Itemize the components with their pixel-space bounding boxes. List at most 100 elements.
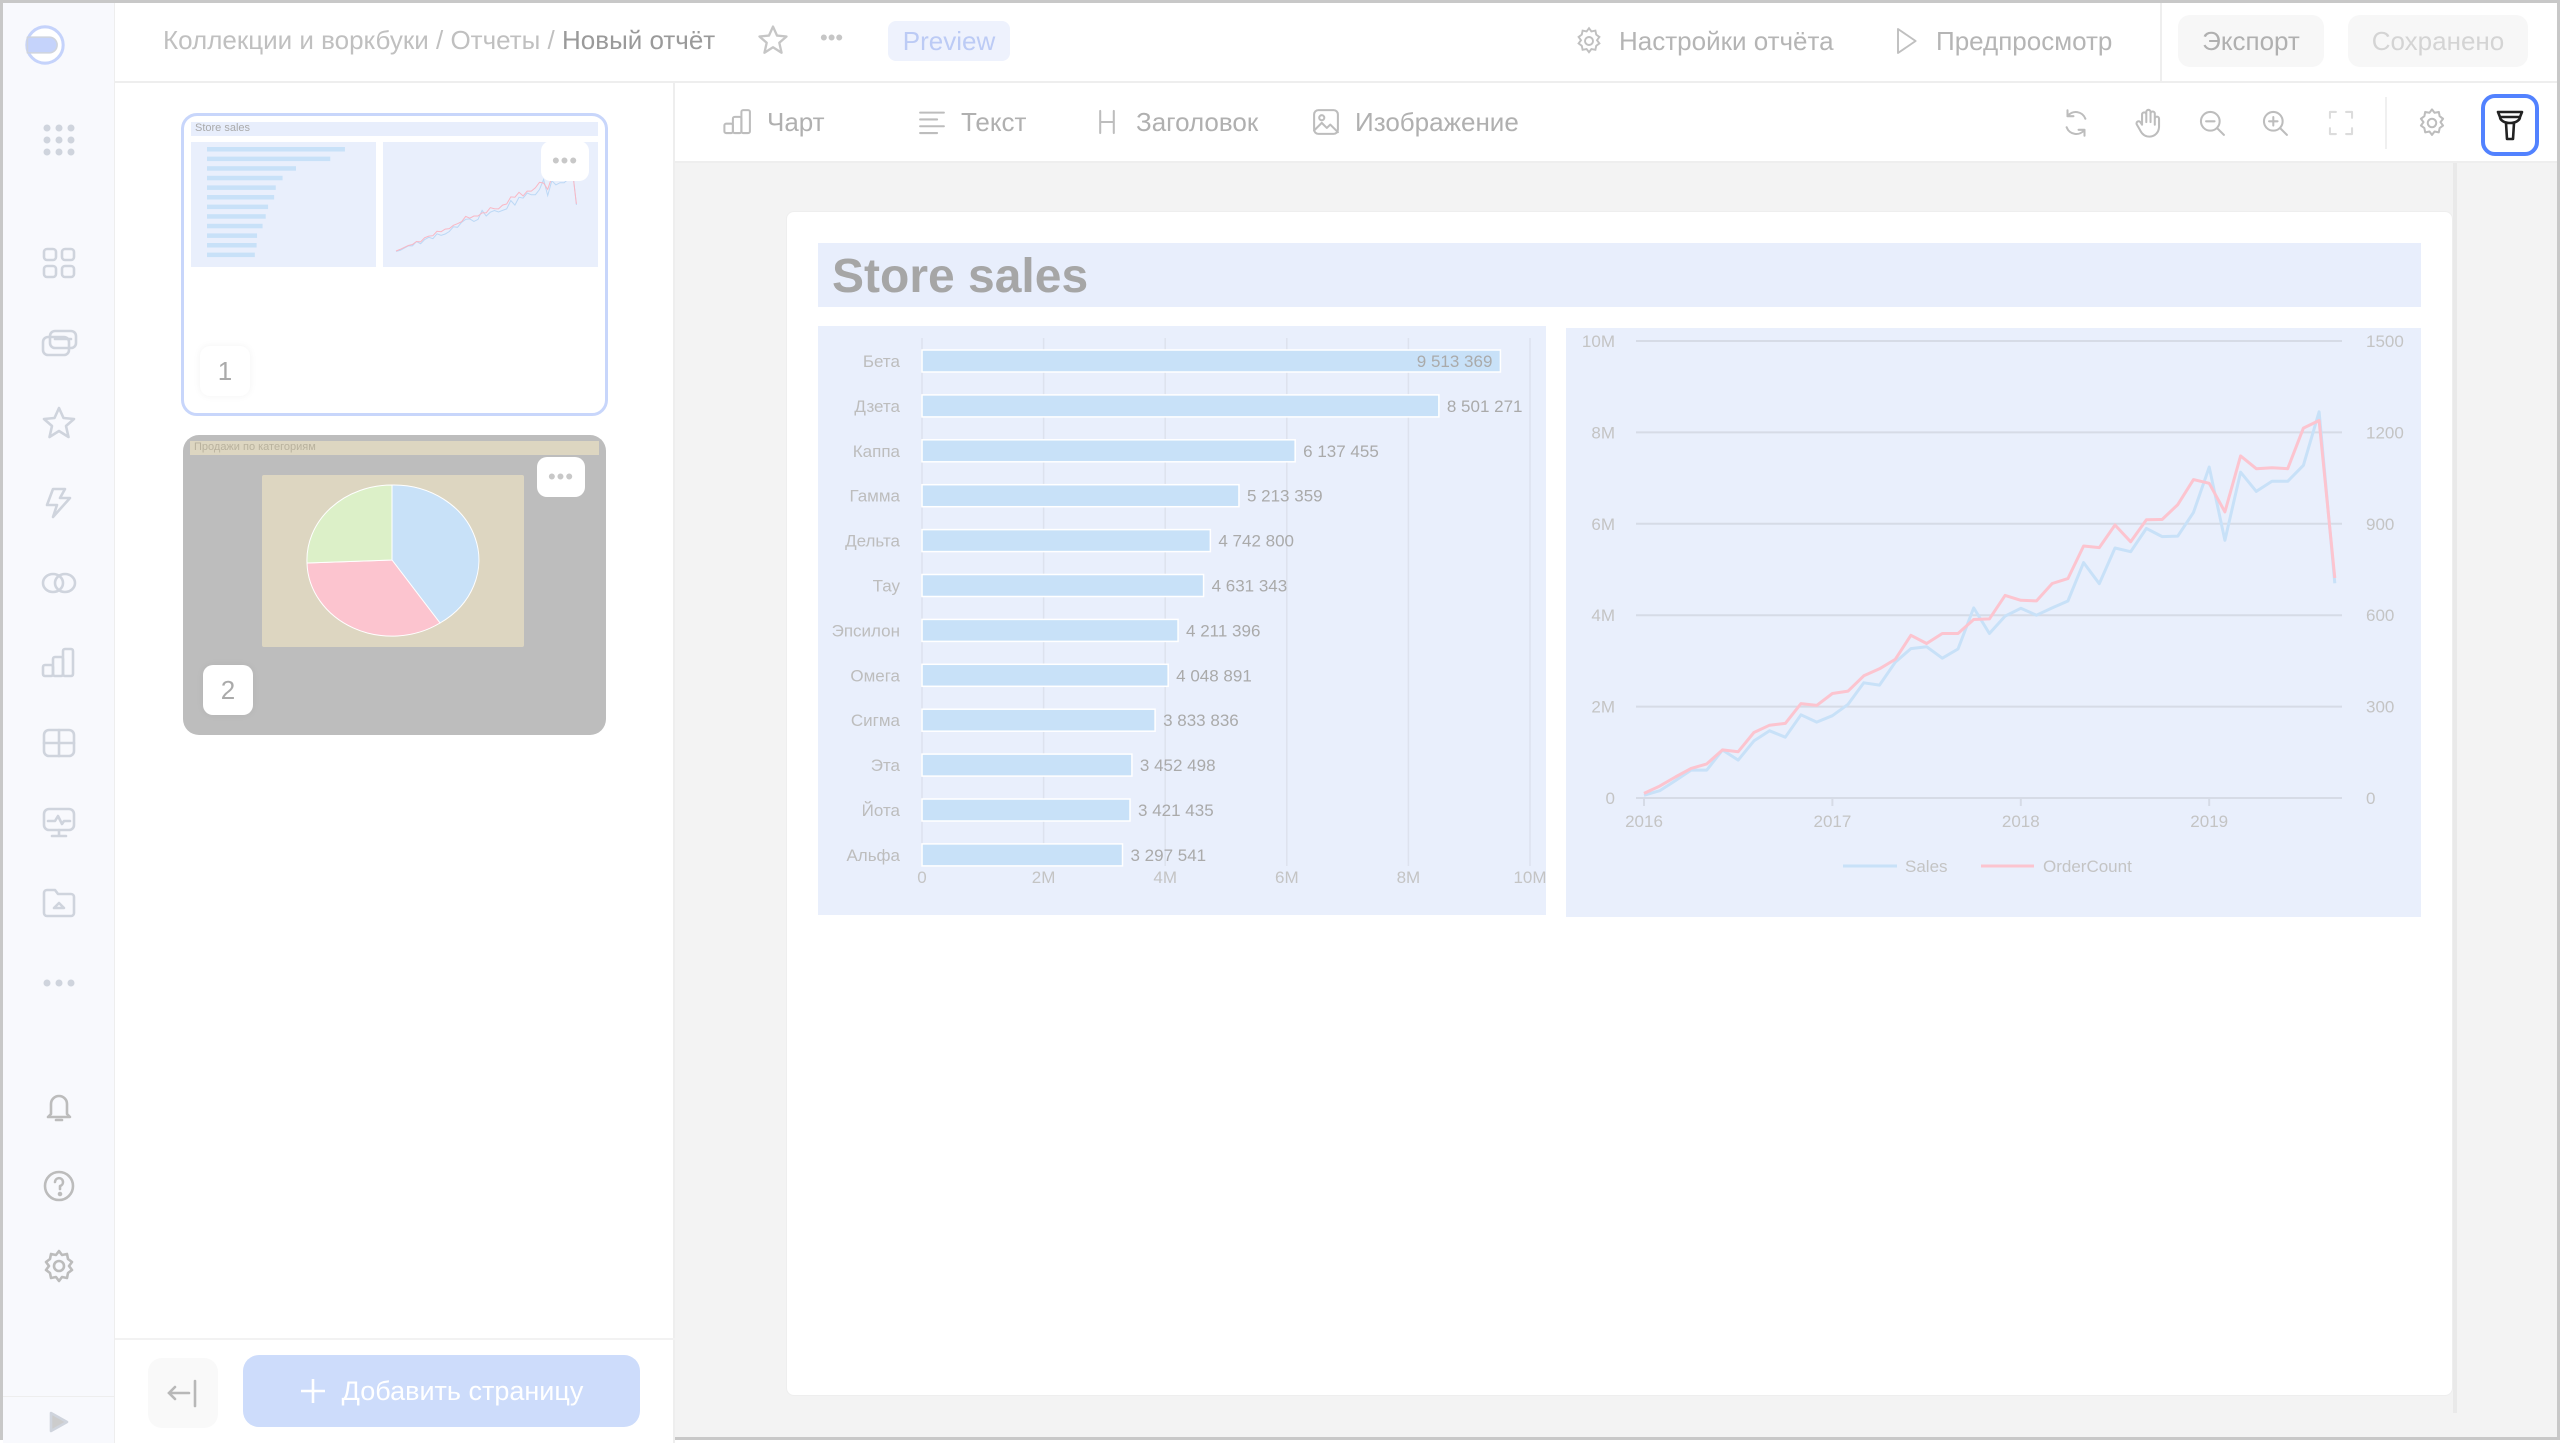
add-page-button[interactable]: Добавить страницу [243, 1355, 640, 1427]
report-settings-button[interactable]: Настройки отчёта [1573, 25, 1834, 57]
page-thumbnail-2[interactable]: Продажи по категориям 2 ••• [183, 435, 606, 735]
series-line-ordercount [1643, 419, 2337, 795]
bar [921, 618, 1179, 643]
bar-chart[interactable]: 0 2M 4M 6M 8M 10M Бета 9 513 369 Дзета 8 501 271 К… [818, 326, 1546, 915]
data-label: 3 452 498 [1140, 756, 1216, 775]
data-label: 4 048 891 [1176, 666, 1252, 685]
breadcrumb-current: Новый отчёт [562, 25, 716, 55]
x-tick-label: 2016 [1625, 812, 1663, 831]
filter-button[interactable] [2481, 94, 2539, 156]
report-title-widget[interactable]: Store sales [818, 243, 2421, 307]
bar [921, 843, 1124, 867]
breadcrumb-reports[interactable]: Отчеты [450, 25, 541, 55]
thumbnail-bar [207, 195, 275, 200]
canvas-scrollbar[interactable] [2453, 163, 2457, 1413]
thumbnail-pie-slice [306, 559, 441, 637]
y-left-tick-label: 10M [1582, 332, 1615, 351]
bar [921, 394, 1440, 418]
more-icon[interactable] [39, 963, 79, 1003]
collections-icon[interactable] [39, 323, 79, 363]
thumbnail-title: Store sales [195, 122, 251, 134]
settings-gear-icon[interactable] [39, 1246, 79, 1286]
folder-icon[interactable] [39, 883, 79, 923]
play-icon [1897, 28, 1917, 54]
y-left-tick-label: 2M [1591, 698, 1615, 717]
zoom-in-button[interactable] [2255, 103, 2295, 143]
apps-grid-icon[interactable] [39, 120, 79, 160]
bell-icon[interactable] [39, 1087, 79, 1127]
x-tick-label: 4M [1153, 868, 1177, 887]
y-left-tick-label: 0 [1606, 789, 1615, 808]
add-image-button[interactable]: Изображение [1309, 105, 1519, 139]
export-button[interactable]: Экспорт [2178, 15, 2324, 67]
category-label: Йота [862, 801, 901, 820]
more-actions-button[interactable]: ••• [820, 25, 844, 50]
collapse-panel-button[interactable] [148, 1358, 218, 1428]
y-right-tick-label: 300 [2366, 698, 2394, 717]
bar [921, 439, 1296, 463]
settings-button[interactable] [2412, 103, 2452, 143]
add-heading-button[interactable]: Заголовок [1090, 105, 1258, 139]
data-label: 3 297 541 [1130, 846, 1206, 865]
thumbnail-pie-preview [262, 475, 524, 647]
refresh-button[interactable] [2056, 103, 2096, 143]
page-thumbnail-1[interactable]: Store sales 1 ••• [181, 113, 608, 416]
divider [3, 1396, 115, 1397]
help-icon[interactable] [39, 1166, 79, 1206]
category-label: Сигма [851, 711, 901, 730]
thumbnail-bar [207, 185, 276, 190]
x-tick-label: 6M [1275, 868, 1299, 887]
category-label: Дзета [854, 397, 900, 416]
connections-icon[interactable] [39, 563, 79, 603]
charts-icon[interactable] [39, 643, 79, 683]
logo[interactable] [25, 25, 91, 91]
zoom-out-button[interactable] [2192, 103, 2232, 143]
data-label: 4 631 343 [1212, 577, 1288, 596]
pan-button[interactable] [2128, 103, 2168, 143]
text-lines-icon [919, 111, 945, 135]
add-text-label: Текст [961, 106, 1027, 137]
add-chart-label: Чарт [767, 106, 825, 137]
zoom-in-icon [2262, 110, 2288, 136]
data-label: 8 501 271 [1447, 397, 1523, 416]
x-tick-label: 2M [1032, 868, 1056, 887]
data-label: 3 421 435 [1138, 801, 1214, 820]
divider [115, 1338, 675, 1340]
dashboard-icon[interactable] [39, 243, 79, 283]
legend-label: OrderCount [2043, 857, 2132, 876]
thumbnail-title-bar: Store sales [191, 122, 598, 136]
lightning-icon[interactable] [39, 483, 79, 523]
category-label: Омега [850, 666, 900, 685]
thumbnail-bar [207, 166, 296, 171]
category-label: Гамма [849, 487, 900, 506]
monitor-icon[interactable] [39, 803, 79, 843]
thumbnail-bar [207, 147, 345, 152]
thumbnail-title-bar: Продажи по категориям [190, 441, 599, 455]
add-chart-button[interactable]: Чарт [721, 105, 825, 139]
heading-icon [1099, 109, 1115, 135]
thumbnail-bar [207, 175, 283, 181]
fullscreen-button[interactable] [2321, 103, 2361, 143]
bar [921, 483, 1240, 508]
thumbnail-pie-slice [306, 484, 393, 564]
add-image-label: Изображение [1355, 106, 1519, 137]
hand-icon [2135, 108, 2161, 138]
favorites-star-icon[interactable] [39, 403, 79, 443]
bar [921, 528, 1212, 553]
page-menu-button[interactable]: ••• [537, 457, 585, 497]
saved-button[interactable]: Сохранено [2348, 15, 2528, 67]
category-label: Каппа [853, 442, 901, 461]
breadcrumb-collections[interactable]: Коллекции и воркбуки [163, 25, 429, 55]
header: Коллекции и воркбуки / Отчеты / Новый от… [115, 3, 2557, 83]
x-tick-label: 2018 [2002, 812, 2040, 831]
y-right-tick-label: 1500 [2366, 332, 2404, 351]
add-text-button[interactable]: Текст [915, 105, 1026, 139]
datasets-icon[interactable] [39, 723, 79, 763]
page-menu-button[interactable]: ••• [541, 141, 589, 181]
settings-icon [2419, 108, 2445, 136]
line-chart[interactable]: 0 0 2M 300 4M 600 6M 900 8M 1200 10M 1500 2016 2017 20… [1566, 328, 2421, 917]
favorite-star-icon[interactable] [755, 23, 791, 64]
expand-icon[interactable] [49, 1411, 89, 1456]
bar [921, 663, 1169, 688]
preview-button[interactable]: Предпросмотр [1890, 25, 2112, 57]
